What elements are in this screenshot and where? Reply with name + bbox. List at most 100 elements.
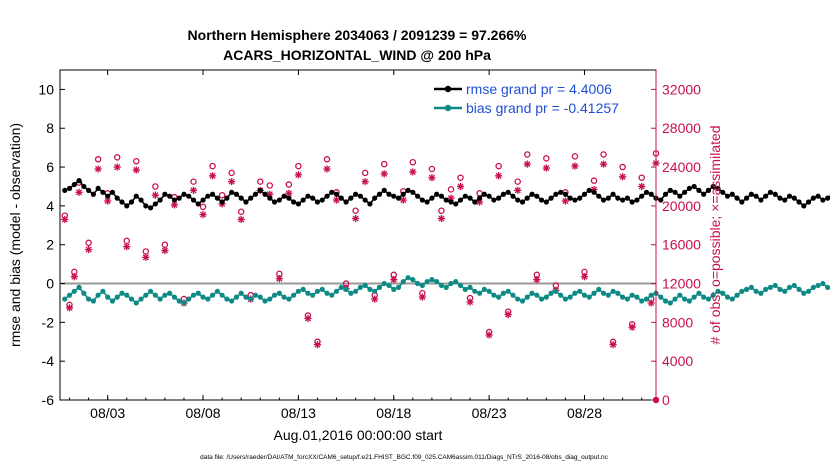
- rmse-point: [138, 197, 144, 203]
- bias-point: [486, 288, 492, 294]
- axis-ticks: -6 -4 -2 0 2 4 6 8 10 0 4000 8000 12000 16000 20000 240…: [38, 70, 701, 421]
- rmse-point: [715, 185, 721, 192]
- obs-possible-marker: [619, 163, 626, 171]
- rmse-point: [157, 197, 163, 203]
- bias-point: [758, 290, 764, 296]
- obs-assimilated-marker: [132, 166, 140, 174]
- obs-possible-marker: [142, 248, 150, 255]
- bias-point: [772, 282, 778, 289]
- rmse-point: [591, 189, 597, 195]
- rmse-point: [562, 191, 569, 197]
- obs-assimilated-marker-stroke: [171, 201, 178, 208]
- rmse-point: [667, 187, 673, 193]
- rmse-point: [743, 195, 750, 201]
- bias-point: [448, 280, 454, 287]
- rmse-point: [186, 193, 192, 199]
- bias-point: [119, 290, 125, 296]
- rmse-point: [677, 193, 683, 199]
- obs-assimilated-marker-stroke: [228, 178, 235, 185]
- rmse-point: [476, 195, 483, 201]
- obs-assimilated-marker: [294, 171, 302, 179]
- rmse-point: [648, 191, 654, 197]
- bias-point: [534, 292, 540, 298]
- legend: rmse grand pr = 4.4006 bias grand pr = -…: [428, 77, 651, 118]
- bias-point: [453, 278, 459, 285]
- y-tick-label: 8: [46, 120, 54, 136]
- obs-possible-marker: [66, 301, 73, 309]
- obs-assimilated-marker-stroke: [533, 276, 540, 283]
- bias-point: [472, 288, 478, 294]
- obs-assimilated-marker: [619, 173, 627, 181]
- y2-tick-label: 28000: [662, 120, 701, 136]
- obs-assimilated-marker: [189, 186, 198, 194]
- rmse-point: [214, 195, 220, 201]
- y-tick-label: 10: [38, 81, 54, 97]
- obs-assimilated-marker-stroke: [495, 172, 502, 179]
- rmse-point: [739, 199, 745, 205]
- rmse-point: [763, 193, 769, 199]
- obs-assimilated-marker-stroke: [457, 183, 464, 190]
- obs-assimilated-marker-stroke: [71, 273, 78, 280]
- bias-point: [229, 298, 235, 304]
- bias-point: [634, 294, 640, 300]
- rmse-point: [696, 187, 702, 193]
- obs-possible-marker: [218, 191, 226, 199]
- obs-assimilated-marker-stroke: [85, 246, 92, 253]
- bias-point: [133, 300, 139, 306]
- y2-tick-label: 20000: [662, 198, 701, 214]
- rmse-point: [243, 199, 249, 205]
- bias-point: [186, 296, 192, 302]
- rmse-point: [600, 197, 607, 203]
- rmse-point: [705, 187, 712, 193]
- bias-point: [529, 290, 535, 296]
- obs-assimilated-marker: [361, 178, 369, 186]
- rmse-point: [86, 187, 92, 193]
- bias-point: [329, 292, 335, 298]
- rmse-point: [367, 201, 373, 207]
- bias-point: [796, 286, 802, 292]
- rmse-point: [772, 191, 778, 197]
- bias-point: [305, 290, 311, 296]
- bias-point: [233, 294, 240, 300]
- rmse-point: [291, 199, 297, 205]
- obs-possible-marker: [533, 271, 541, 279]
- rmse-point: [357, 193, 363, 199]
- y2-tick-label: 16000: [662, 237, 701, 253]
- rmse-point: [701, 191, 707, 197]
- obs-possible-marker: [581, 268, 588, 276]
- bias-point: [214, 288, 220, 294]
- rmse-point: [453, 201, 459, 207]
- bias-point: [109, 298, 116, 304]
- plot-frame: [59, 69, 657, 401]
- bias-point: [610, 288, 616, 294]
- x-tick-label: 08/28: [567, 405, 602, 421]
- bias-point: [672, 296, 678, 302]
- bias-point: [767, 284, 774, 291]
- bias-point: [395, 284, 402, 291]
- bias-point: [195, 290, 201, 296]
- bias-point: [138, 296, 144, 302]
- obs-assimilated-marker-stroke: [123, 243, 130, 250]
- bias-point: [605, 292, 611, 298]
- obs-possible-marker: [323, 156, 331, 163]
- rmse-point: [252, 191, 259, 197]
- rmse-point: [333, 191, 340, 197]
- rmse-point: [167, 193, 173, 199]
- rmse-point: [748, 191, 754, 197]
- rmse-point: [133, 193, 139, 199]
- obs-assimilated-marker-stroke: [438, 215, 445, 222]
- bias-point: [677, 292, 683, 298]
- bias-point: [786, 284, 793, 291]
- rmse-point: [205, 193, 211, 199]
- obs-possible-marker: [438, 207, 445, 214]
- obs-assimilated-marker-stroke: [428, 174, 435, 181]
- obs-assimilated-marker-stroke: [152, 192, 159, 199]
- x-axis-label: Aug.01,2016 00:00:00 start: [274, 427, 443, 443]
- rmse-point: [577, 195, 583, 201]
- rmse-point: [190, 197, 197, 203]
- obs-possible-marker: [600, 151, 607, 158]
- bias-point: [457, 282, 464, 289]
- bias-point: [176, 298, 182, 304]
- rmse-point: [500, 191, 507, 197]
- rmse-point: [529, 191, 535, 197]
